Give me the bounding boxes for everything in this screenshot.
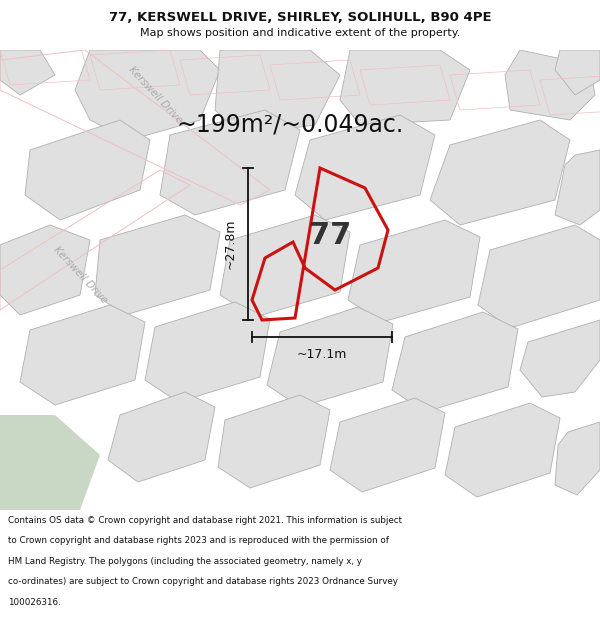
Polygon shape (555, 150, 600, 225)
Polygon shape (340, 50, 470, 125)
Text: ~199m²/~0.049ac.: ~199m²/~0.049ac. (176, 113, 404, 137)
Text: ~27.8m: ~27.8m (223, 219, 236, 269)
Polygon shape (295, 115, 435, 220)
Polygon shape (555, 50, 600, 95)
Polygon shape (160, 110, 300, 215)
Polygon shape (430, 120, 570, 225)
Polygon shape (330, 398, 445, 492)
Text: 77: 77 (309, 221, 351, 249)
Polygon shape (218, 395, 330, 488)
Polygon shape (220, 215, 350, 317)
Polygon shape (0, 225, 90, 315)
Text: ~17.1m: ~17.1m (297, 349, 347, 361)
Polygon shape (215, 50, 340, 135)
Polygon shape (392, 312, 518, 412)
Text: 100026316.: 100026316. (8, 598, 61, 607)
Polygon shape (267, 307, 393, 407)
Polygon shape (445, 403, 560, 497)
Polygon shape (20, 305, 145, 405)
Polygon shape (25, 120, 150, 220)
Text: Map shows position and indicative extent of the property.: Map shows position and indicative extent… (140, 28, 460, 38)
Polygon shape (348, 220, 480, 322)
Text: HM Land Registry. The polygons (including the associated geometry, namely x, y: HM Land Registry. The polygons (includin… (8, 557, 362, 566)
Polygon shape (520, 320, 600, 397)
Polygon shape (0, 50, 55, 95)
Polygon shape (505, 50, 595, 120)
Polygon shape (0, 50, 600, 510)
Polygon shape (95, 215, 220, 315)
Polygon shape (0, 415, 100, 510)
Polygon shape (145, 302, 270, 402)
Text: 77, KERSWELL DRIVE, SHIRLEY, SOLIHULL, B90 4PE: 77, KERSWELL DRIVE, SHIRLEY, SOLIHULL, B… (109, 11, 491, 24)
Polygon shape (555, 422, 600, 495)
Text: to Crown copyright and database rights 2023 and is reproduced with the permissio: to Crown copyright and database rights 2… (8, 536, 389, 545)
Text: Contains OS data © Crown copyright and database right 2021. This information is : Contains OS data © Crown copyright and d… (8, 516, 402, 525)
Text: Kerswell Drive: Kerswell Drive (126, 64, 184, 126)
Polygon shape (108, 392, 215, 482)
Polygon shape (478, 225, 600, 328)
Polygon shape (75, 50, 220, 140)
Text: co-ordinates) are subject to Crown copyright and database rights 2023 Ordnance S: co-ordinates) are subject to Crown copyr… (8, 577, 398, 586)
Text: Kerswell Drive: Kerswell Drive (51, 244, 109, 306)
